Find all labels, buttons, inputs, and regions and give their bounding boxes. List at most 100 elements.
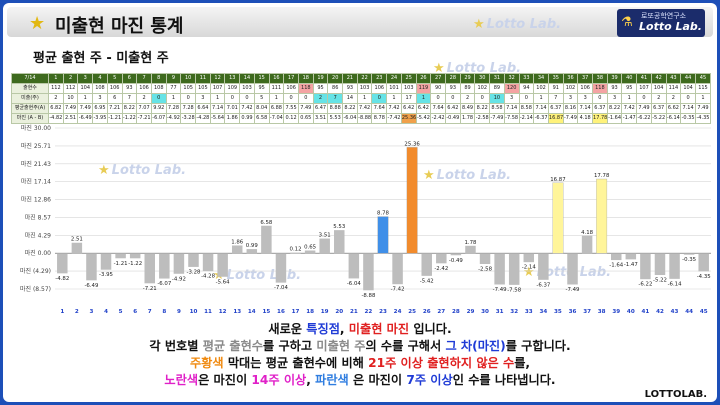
x-tick-label: 8 — [162, 309, 166, 315]
table-cell: 3.51 — [312, 113, 329, 124]
table-cell: 109 — [224, 83, 241, 94]
table-cell: 9.92 — [150, 103, 167, 114]
bar — [654, 253, 666, 276]
data-label: -3.95 — [99, 272, 113, 278]
table-cell: 0.12 — [283, 113, 299, 124]
table-cell: 7.42 — [621, 103, 638, 114]
data-label: -4.35 — [697, 274, 711, 280]
table-cell: -0.49 — [444, 113, 461, 124]
data-label: 0.65 — [304, 245, 316, 251]
data-label: 8.78 — [377, 211, 390, 217]
y-tick-label: 마진 (8.57) — [20, 285, 51, 293]
table-cell: 13 — [224, 73, 241, 84]
x-tick-label: 22 — [365, 309, 373, 315]
table-cell: 1 — [268, 93, 285, 104]
table-cell: -8.88 — [356, 113, 373, 124]
x-tick-label: 37 — [583, 309, 591, 315]
table-cell: 8.22 — [342, 103, 358, 114]
table-cell: 6.95 — [92, 103, 108, 114]
x-tick-label: 23 — [379, 309, 387, 315]
x-tick-label: 31 — [496, 309, 504, 315]
note-line: 노란색은 마진이 14주 이상, 파란색 은 마진이 7주 이상인 수를 나타냅… — [164, 373, 556, 387]
x-tick-label: 33 — [525, 309, 533, 315]
table-cell: 106 — [106, 83, 123, 94]
table-cell: 7.55 — [283, 103, 299, 114]
table-cell: 0.65 — [297, 113, 314, 124]
table-cell: 104 — [77, 83, 94, 94]
table-cell: 0 — [239, 93, 255, 104]
table-cell: 7.28 — [180, 103, 197, 114]
y-tick-label: 마진 21.43 — [21, 160, 51, 168]
table-cell: -5.42 — [415, 113, 432, 124]
bar — [567, 253, 578, 285]
x-tick-label: 13 — [233, 309, 241, 315]
x-tick-label: 7 — [148, 309, 152, 315]
table-cell: 89 — [489, 83, 505, 94]
y-tick-label: 마진 30.00 — [21, 124, 51, 132]
x-tick-label: 44 — [685, 309, 693, 315]
table-cell: -2.42 — [430, 113, 446, 124]
table-cell: -6.04 — [342, 113, 358, 124]
table-cell: 93 — [342, 83, 358, 94]
table-cell: 7.64 — [430, 103, 446, 114]
x-tick-label: 10 — [190, 309, 198, 315]
table-cell: 37 — [577, 73, 594, 84]
table-cell: 23 — [371, 73, 388, 84]
table-cell: 11 — [195, 73, 211, 84]
x-tick-label: 38 — [598, 309, 606, 315]
table-cell: 5 — [253, 93, 270, 104]
data-label: -6.49 — [84, 283, 99, 289]
table-cell: 0 — [592, 93, 608, 104]
star-icon: ★ — [433, 61, 445, 76]
table-cell: 6.88 — [268, 103, 285, 114]
table-cell: 7.14 — [680, 103, 696, 114]
table-cell: 15 — [253, 73, 270, 84]
table-cell: 7.07 — [136, 103, 152, 114]
x-tick-label: 32 — [510, 309, 518, 315]
table-cell: 6.58 — [253, 113, 270, 124]
x-tick-label: 16 — [277, 309, 285, 315]
x-tick-label: 43 — [671, 309, 679, 315]
table-cell: 6.42 — [415, 103, 432, 114]
data-label: -6.14 — [668, 281, 683, 287]
table-cell: -2.58 — [474, 113, 491, 124]
table-cell: 106 — [577, 83, 594, 94]
table-cell: 7.14 — [577, 103, 594, 114]
x-tick-label: 29 — [467, 309, 475, 315]
footer-brand: LOTTOLAB. — [644, 389, 707, 400]
bar — [640, 253, 651, 280]
table-cell: 8.22 — [121, 103, 138, 114]
table-cell: 1 — [77, 93, 94, 104]
x-tick-label: 24 — [394, 309, 402, 315]
table-cell: 0 — [297, 93, 314, 104]
table-cell: 115 — [694, 83, 712, 94]
table-cell: 0 — [150, 93, 167, 104]
table-cell: 8.49 — [459, 103, 476, 114]
table-cell: 86 — [327, 83, 344, 94]
data-label: -7.49 — [493, 287, 508, 293]
logo-caption: 로또공학연구소 — [641, 12, 687, 20]
table-cell: 7.14 — [209, 103, 226, 114]
table-row-label: 출현수 — [11, 83, 49, 94]
table-cell: 0 — [371, 93, 388, 104]
table-cell: 7.14 — [503, 103, 520, 114]
star-icon: ★ — [473, 17, 485, 32]
table-cell: 103 — [239, 83, 255, 94]
table-cell: 7.49 — [77, 103, 94, 114]
bar — [231, 245, 243, 254]
table-cell: 102 — [533, 83, 549, 94]
bar — [450, 253, 462, 256]
table-cell: 1 — [48, 73, 64, 84]
table-cell: 7.14 — [533, 103, 549, 114]
table-cell: 7.42 — [356, 103, 373, 114]
bar — [494, 253, 505, 285]
bar — [465, 245, 476, 254]
table-cell: 33 — [518, 73, 535, 84]
note-line: 각 번호별 평균 출현수를 구하고 미출현 주의 수를 구해서 그 차(마진)를… — [149, 339, 571, 353]
table-cell: 0 — [430, 93, 446, 104]
bar — [523, 253, 535, 263]
bar — [144, 253, 156, 284]
bar — [261, 225, 272, 254]
data-label: 0.99 — [246, 243, 259, 249]
table-cell: 8.16 — [562, 103, 579, 114]
